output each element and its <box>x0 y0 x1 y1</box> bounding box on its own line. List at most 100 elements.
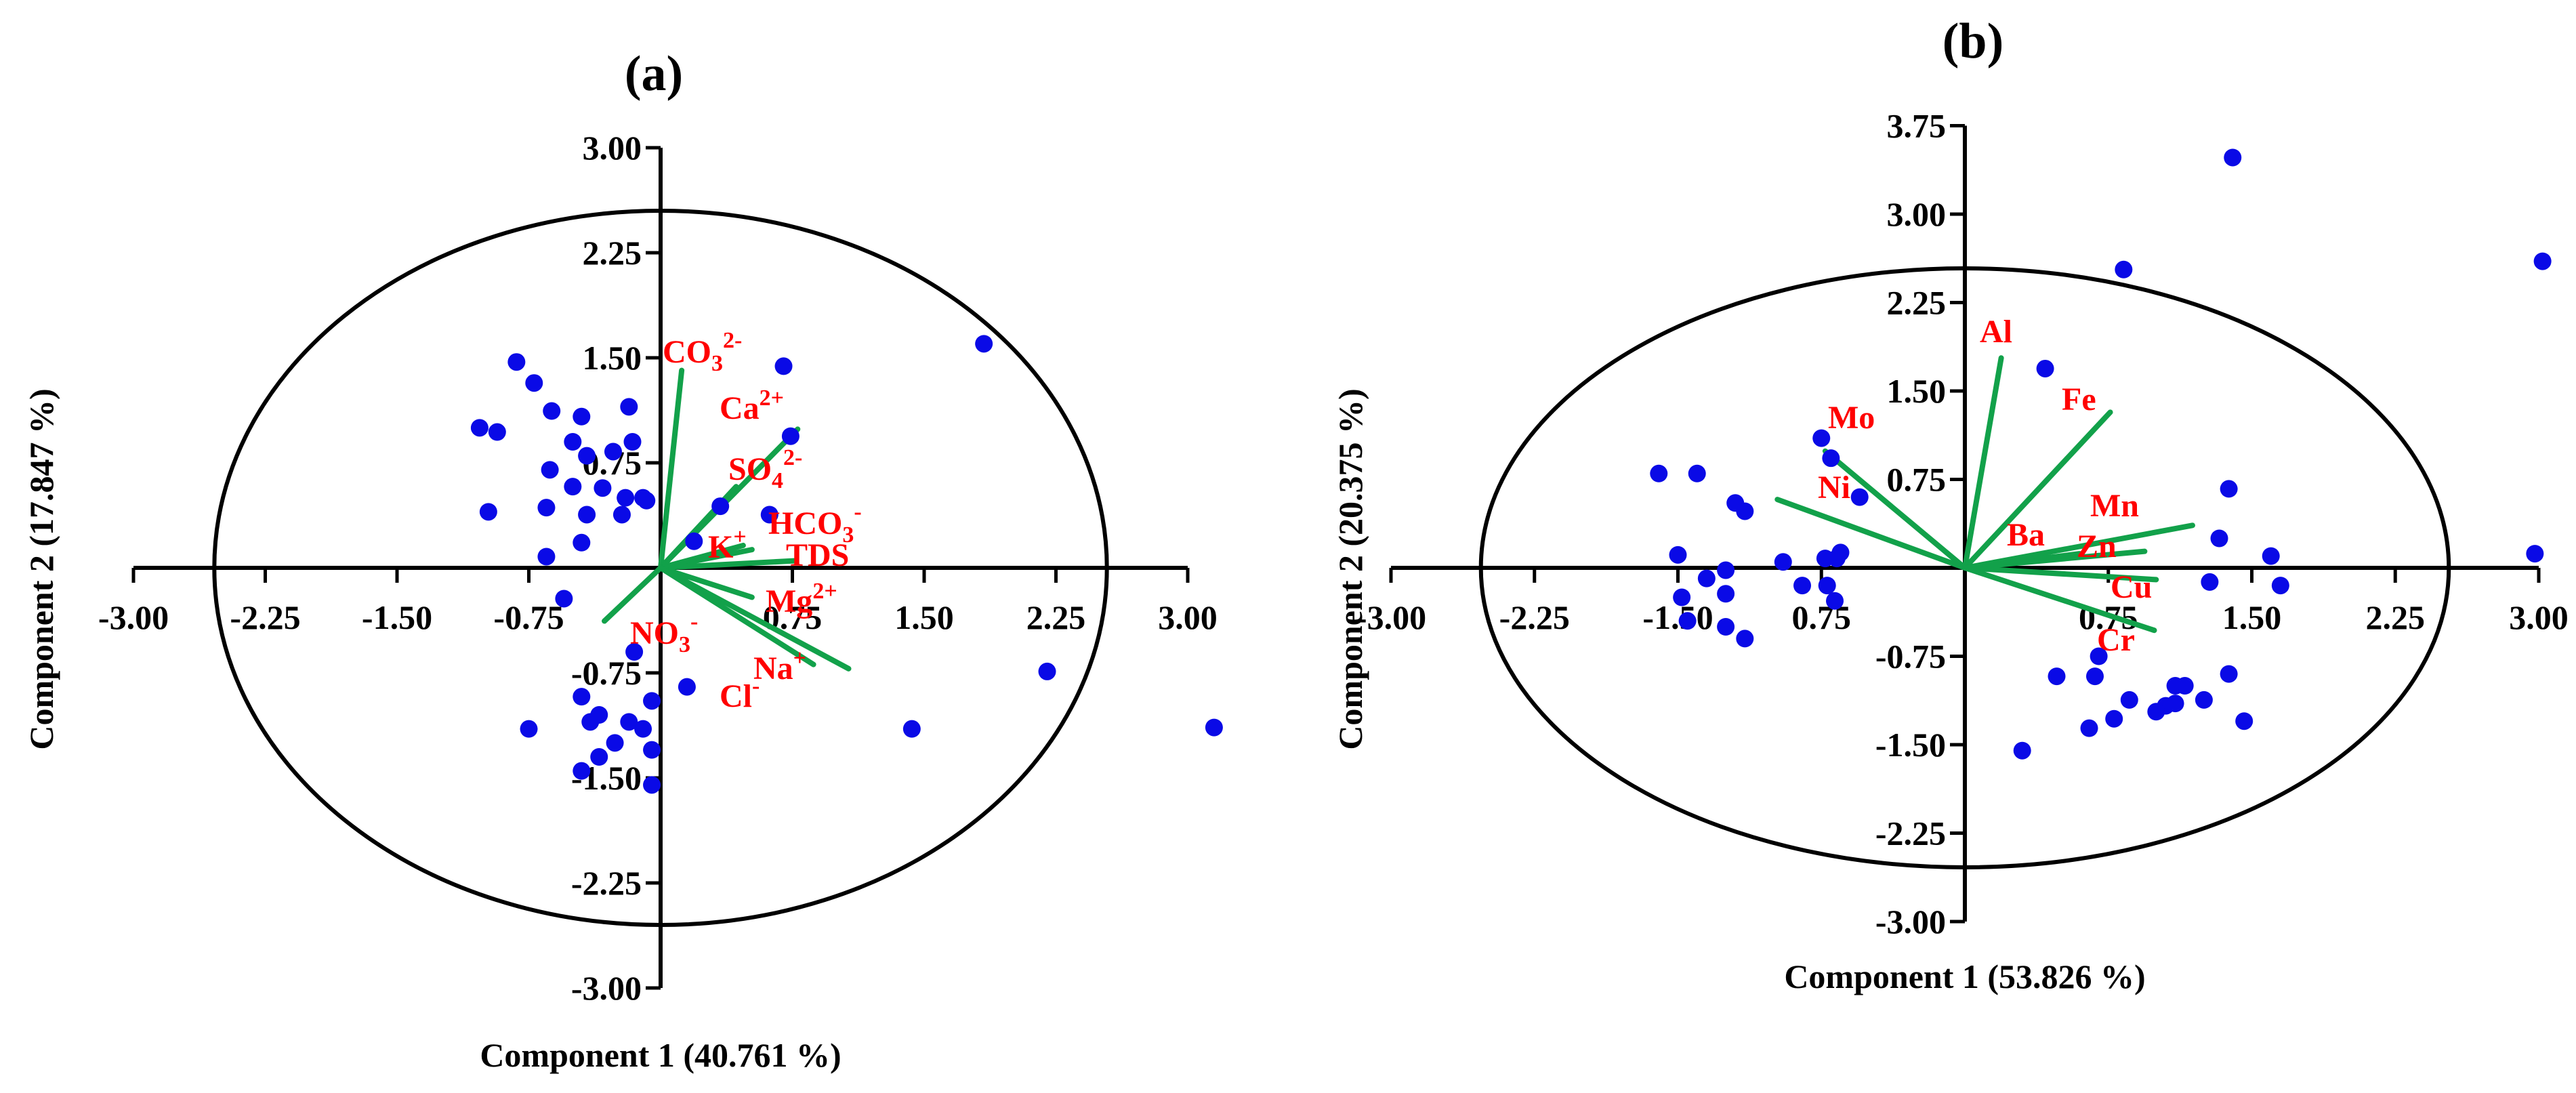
panel-a-x-tick-label: -0.75 <box>493 598 564 636</box>
panel-b-score-point <box>2048 667 2066 686</box>
panel-b-score-point <box>2115 260 2133 279</box>
panel-b-score-point <box>1774 553 1792 571</box>
panel-b-score-point <box>2080 719 2098 737</box>
panel-b-score-point <box>1717 561 1735 579</box>
panel-b-score-point <box>1818 577 1836 595</box>
panel-b: (b) -3.00-2.25-1.500.750.751.502.253.00 … <box>1331 14 2569 995</box>
panel-b-score-point <box>2195 690 2213 709</box>
panel-b-x-tick-label: -3.00 <box>1356 598 1426 636</box>
panel-a-score-point <box>581 713 600 731</box>
panel-b-axes <box>1391 125 2539 922</box>
panel-a-score-point <box>1205 718 1223 737</box>
panel-b-score-point <box>1673 588 1691 606</box>
panel-a-score-point <box>590 748 608 766</box>
panel-a-score-points <box>470 335 1223 794</box>
panel-b-vector <box>1962 548 2148 571</box>
panel-a-score-point <box>617 489 635 507</box>
panel-a-y-tick-label: 2.25 <box>583 234 642 272</box>
panel-b-score-point <box>2533 252 2552 270</box>
panel-b-score-points <box>1650 148 2552 760</box>
panel-a-x-tick-label: -2.25 <box>230 598 300 636</box>
panel-a-score-point <box>711 497 730 516</box>
panel-a-label-co3: CO32- <box>663 328 742 376</box>
panel-a-x-tick-label: 1.50 <box>894 598 954 636</box>
panel-a-score-point <box>573 762 591 780</box>
panel-a-label-hco3: HCO3- <box>768 499 862 548</box>
panel-a-score-point <box>578 506 596 524</box>
panel-b-vector <box>1962 409 2113 571</box>
panel-a-vector <box>658 565 755 600</box>
panel-b-score-point <box>1736 630 1754 648</box>
panel-b-score-point <box>1688 464 1706 482</box>
panel-a-score-point <box>902 720 921 738</box>
panel-b-score-point <box>2105 709 2123 728</box>
panel-a-x-tick-label: -1.50 <box>362 598 432 636</box>
panel-a-label-so4: SO42- <box>728 445 802 493</box>
panel-b-y-tick-label: -0.75 <box>1875 638 1946 676</box>
panel-a-score-point <box>520 720 538 738</box>
panel-a-x-tick-label: 2.25 <box>1026 598 1086 636</box>
panel-b-label-al: Al <box>1980 314 2012 350</box>
panel-b-y-tick-label: 0.75 <box>1887 461 1947 499</box>
panel-b-score-point <box>2220 480 2238 498</box>
panel-a-score-point <box>578 447 596 465</box>
panel-a-score-point <box>634 720 652 738</box>
panel-a-score-point <box>479 503 497 521</box>
panel-a-score-point <box>1038 662 1056 680</box>
panel-b-score-point <box>1816 550 1834 568</box>
panel-b-x-tick-label: 1.50 <box>2222 598 2282 636</box>
panel-b-score-point <box>2120 690 2138 709</box>
panel-b-score-point <box>1826 592 1844 610</box>
panel-b-score-point <box>2036 359 2054 377</box>
panel-b-y-tick-label: 3.00 <box>1887 195 1947 233</box>
panel-a-vector <box>658 565 816 667</box>
panel-b-title: (b) <box>1943 14 2003 69</box>
panel-b-vector <box>1962 355 2004 571</box>
panel-b-score-point <box>2201 573 2219 591</box>
panel-a-y-tick-label: 3.00 <box>583 129 642 167</box>
panel-a-score-point <box>564 478 582 496</box>
panel-a-label-cl: Cl- <box>720 674 760 714</box>
panel-b-x-tick-label: 3.00 <box>2509 598 2569 636</box>
panel-b-x-axis-title: Component 1 (53.826 %) <box>1784 957 2145 995</box>
panel-a-score-point <box>774 357 793 375</box>
panel-b-x-ticks: -3.00-2.25-1.500.750.751.502.253.00 <box>1356 568 2569 636</box>
panel-a-y-tick-label: 1.50 <box>583 339 642 377</box>
panel-a-vector <box>658 367 685 571</box>
panel-a-x-ticks: -3.00 -2.25 -1.50 -0.75 0.75 1.50 2.25 3.00 <box>98 568 1218 636</box>
panel-a-x-axis-title: Component 1 (40.761 %) <box>480 1036 841 1074</box>
panel-a-score-point <box>612 506 631 524</box>
panel-b-score-point <box>1717 618 1735 636</box>
panel-b-score-point <box>2147 703 2165 721</box>
panel-b-score-point <box>2090 647 2108 665</box>
panel-b-score-point <box>1736 502 1754 520</box>
panel-a-score-point <box>573 407 591 426</box>
panel-a-label-no3: NO3- <box>630 609 698 657</box>
panel-b-label-mo: Mo <box>1828 400 1875 436</box>
panel-a-x-tick-label: -3.00 <box>98 598 169 636</box>
panel-a-y-axis-title: Component 2 (17.847 %) <box>22 388 60 749</box>
panel-a-score-point <box>525 374 543 392</box>
panel-b-score-point <box>1822 449 1840 468</box>
panel-a-score-point <box>604 442 622 461</box>
panel-b-y-axis-title: Component 2 (20.375 %) <box>1331 388 1369 749</box>
panel-b-score-point <box>1650 464 1668 482</box>
panel-b-loading-vectors <box>1774 355 2195 634</box>
panel-b-score-point <box>2210 529 2228 548</box>
panel-b-y-tick-label: -1.50 <box>1875 726 1946 764</box>
panel-b-label-ni: Ni <box>1818 470 1850 506</box>
panel-b-x-tick-label: 2.25 <box>2365 598 2425 636</box>
panel-a-score-point <box>606 734 624 752</box>
panel-b-vector <box>1962 565 2159 583</box>
panel-a-score-point <box>685 532 703 550</box>
panel-b-label-ba: Ba <box>2007 517 2045 553</box>
panel-a-score-point <box>573 533 591 552</box>
panel-a-score-point <box>564 432 582 451</box>
panel-a-score-point <box>623 432 642 451</box>
panel-b-score-point <box>2085 667 2104 686</box>
panel-b-y-tick-label: 3.75 <box>1887 107 1947 145</box>
panel-b-label-fe: Fe <box>2062 381 2096 417</box>
panel-a-score-point <box>488 423 506 441</box>
panel-a-score-point <box>620 398 638 416</box>
